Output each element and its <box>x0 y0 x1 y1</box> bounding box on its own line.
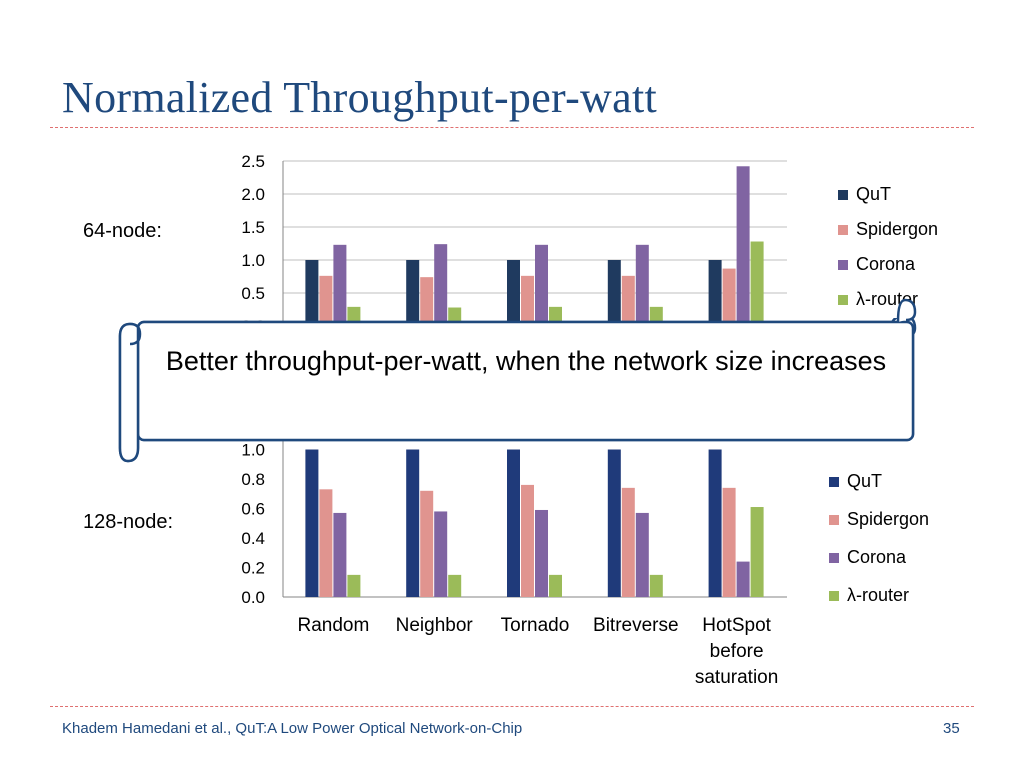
bar-spidergon-3 <box>621 487 635 597</box>
legend-swatch <box>829 477 839 487</box>
bar-qut-0 <box>305 260 319 326</box>
bar-spidergon-0 <box>319 489 333 597</box>
footer-divider <box>50 706 974 707</box>
y-tick-label: 0.6 <box>241 500 265 519</box>
category-label: Tornado <box>501 615 570 636</box>
bar-qut-4 <box>708 449 722 597</box>
bar-router-4 <box>750 241 764 326</box>
legend-swatch <box>838 260 848 270</box>
legend-swatch <box>838 190 848 200</box>
bar-corona-4 <box>736 561 750 597</box>
bar-qut-2 <box>507 449 520 597</box>
legend-label: Spidergon <box>847 509 929 529</box>
bar-spidergon-2 <box>521 484 534 597</box>
bar-corona-3 <box>635 512 649 597</box>
legend-swatch <box>829 515 839 525</box>
y-tick-label: 1.0 <box>241 251 265 270</box>
bar-router-0 <box>347 574 361 597</box>
y-tick-label: 2.0 <box>241 185 265 204</box>
category-label: HotSpot <box>702 615 771 636</box>
bar-router-4 <box>750 507 764 597</box>
legend-label: Spidergon <box>856 219 938 239</box>
legend-swatch <box>829 591 839 601</box>
y-tick-label: 0.2 <box>241 559 265 578</box>
legend-swatch <box>838 295 848 305</box>
legend-swatch <box>838 225 848 235</box>
legend-swatch <box>829 553 839 563</box>
bar-qut-0 <box>305 449 319 597</box>
bar-corona-3 <box>635 244 649 326</box>
bar-spidergon-0 <box>319 275 333 326</box>
legend-label: λ-router <box>847 585 909 605</box>
page-number: 35 <box>943 720 960 737</box>
footer-citation: Khadem Hamedani et al., QuT:A Low Power … <box>62 720 523 737</box>
y-tick-label: 0.5 <box>241 284 265 303</box>
category-label: before <box>710 641 764 662</box>
bar-spidergon-3 <box>621 275 635 326</box>
legend-label: QuT <box>856 184 891 204</box>
bar-qut-1 <box>406 260 420 326</box>
chart-128-label: 128-node: <box>83 511 174 533</box>
bar-qut-2 <box>507 260 520 326</box>
bar-corona-0 <box>333 512 347 597</box>
bar-corona-0 <box>333 244 347 326</box>
bar-router-1 <box>448 574 462 597</box>
bar-spidergon-1 <box>420 490 434 597</box>
bar-qut-1 <box>406 449 420 597</box>
bar-qut-3 <box>607 449 621 597</box>
bar-router-2 <box>549 574 562 597</box>
bar-router-3 <box>649 574 663 597</box>
chart-64-label: 64-node: <box>83 220 162 242</box>
legend-label: QuT <box>847 471 882 491</box>
bar-qut-4 <box>708 260 722 326</box>
legend-label: Corona <box>856 254 916 274</box>
category-label: Neighbor <box>396 615 474 636</box>
category-label: Bitreverse <box>593 615 679 636</box>
y-tick-label: 2.5 <box>241 152 265 171</box>
bar-spidergon-4 <box>722 268 736 326</box>
bar-spidergon-2 <box>521 275 534 326</box>
y-tick-label: 1.0 <box>241 441 265 460</box>
category-label: saturation <box>695 667 778 688</box>
bar-corona-2 <box>535 509 548 597</box>
legend-label: Corona <box>847 547 907 567</box>
bar-corona-2 <box>535 244 548 326</box>
slide-title: Normalized Throughput-per-watt <box>62 73 658 122</box>
y-tick-label: 0.4 <box>241 529 265 548</box>
callout-text-overlay: Better throughput-per-watt, when the net… <box>165 346 887 376</box>
bar-corona-1 <box>434 511 448 597</box>
bar-corona-4 <box>736 166 750 326</box>
y-tick-label: 0.0 <box>241 588 265 607</box>
bar-corona-1 <box>434 244 448 326</box>
bar-spidergon-4 <box>722 487 736 597</box>
category-label: Random <box>297 615 369 636</box>
title-divider <box>50 127 974 128</box>
y-tick-label: 1.5 <box>241 218 265 237</box>
bar-qut-3 <box>607 260 621 326</box>
y-tick-label: 0.8 <box>241 470 265 489</box>
bar-spidergon-1 <box>420 277 434 326</box>
